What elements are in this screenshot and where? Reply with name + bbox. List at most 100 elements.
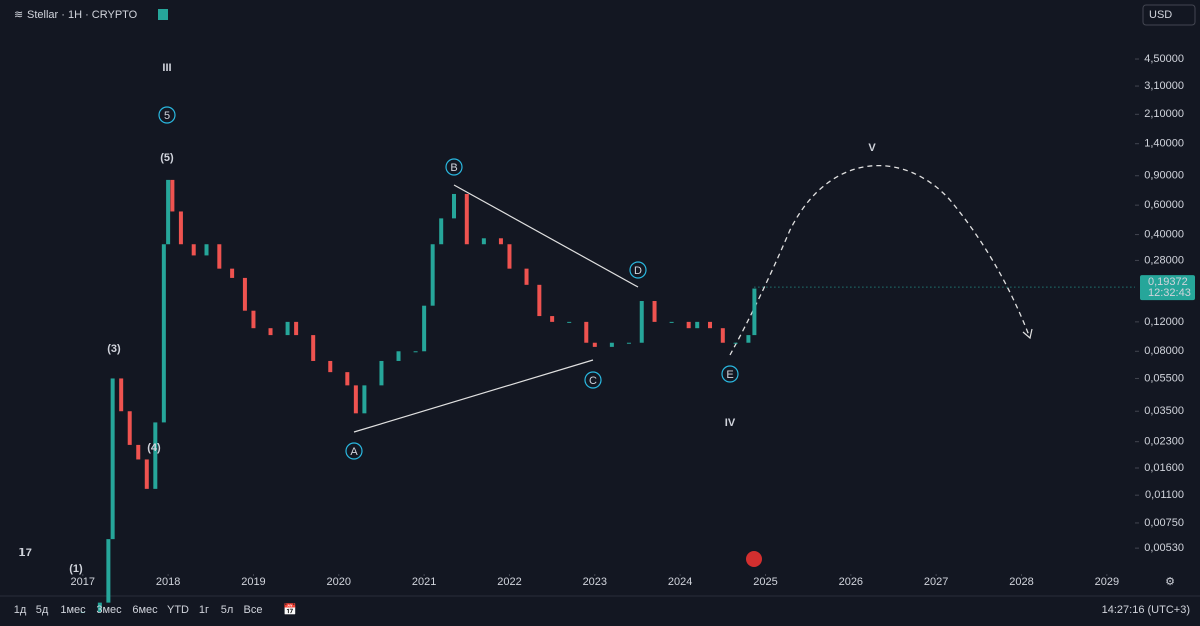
candle bbox=[242, 277, 247, 311]
wave-label: 5 bbox=[164, 110, 170, 122]
range-button[interactable]: 5л bbox=[221, 604, 234, 616]
candle bbox=[396, 351, 401, 361]
candle bbox=[413, 351, 418, 353]
candle bbox=[285, 321, 290, 336]
range-button[interactable]: 6мес bbox=[132, 604, 158, 616]
candle bbox=[669, 321, 674, 323]
candle bbox=[652, 301, 657, 322]
settings-icon[interactable]: ⚙ bbox=[1165, 576, 1175, 588]
y-tick-label: 0,40000 bbox=[1144, 228, 1184, 240]
candle bbox=[106, 539, 111, 603]
candle bbox=[127, 411, 132, 445]
candle bbox=[153, 422, 158, 489]
candle bbox=[452, 193, 456, 219]
wave-circle bbox=[158, 106, 176, 124]
y-tick-label: 0,01100 bbox=[1145, 489, 1184, 501]
y-tick-label: 0,00530 bbox=[1144, 542, 1184, 554]
candle bbox=[204, 244, 209, 256]
range-button[interactable]: Все bbox=[244, 604, 263, 616]
wave-label: B bbox=[450, 162, 457, 174]
countdown: 12:32:43 bbox=[1148, 287, 1191, 299]
range-button[interactable]: 1г bbox=[199, 604, 209, 616]
range-button[interactable]: 5д bbox=[36, 604, 49, 616]
candle bbox=[609, 342, 614, 347]
y-tick-label: 0,08000 bbox=[1144, 345, 1184, 357]
event-icon[interactable] bbox=[746, 551, 762, 567]
y-tick-label: 0,02300 bbox=[1144, 436, 1184, 448]
candle bbox=[708, 321, 713, 329]
candle bbox=[550, 316, 555, 322]
x-tick-label: 2028 bbox=[1009, 576, 1033, 588]
range-button[interactable]: YTD bbox=[167, 604, 189, 616]
y-tick-label: 0,60000 bbox=[1144, 199, 1184, 211]
range-button[interactable]: 3мес bbox=[96, 604, 122, 616]
candle bbox=[752, 288, 757, 336]
x-tick-label: 2019 bbox=[241, 576, 265, 588]
candle bbox=[686, 321, 691, 329]
projection-path bbox=[729, 164, 1031, 356]
candle bbox=[422, 305, 427, 352]
candle bbox=[191, 244, 196, 256]
candle bbox=[537, 284, 542, 317]
candle bbox=[110, 378, 115, 540]
header-title[interactable]: Stellar · 1H · CRYPTO bbox=[27, 9, 138, 21]
candle bbox=[97, 602, 102, 612]
clock: 14:27:16 (UTC+3) bbox=[1102, 604, 1190, 616]
candle bbox=[80, 611, 85, 613]
range-button[interactable]: 1мес bbox=[60, 604, 86, 616]
date-range-icon[interactable]: 📅 bbox=[283, 603, 297, 616]
candle bbox=[507, 244, 512, 269]
wave-circle bbox=[584, 371, 602, 389]
candle bbox=[217, 244, 222, 269]
logo[interactable]: 𝟭7 bbox=[18, 547, 32, 559]
wave-label: A bbox=[350, 446, 358, 458]
candle bbox=[592, 342, 597, 347]
candle bbox=[178, 211, 183, 245]
x-tick-label: 2018 bbox=[156, 576, 180, 588]
x-tick-label: 2021 bbox=[412, 576, 436, 588]
x-tick-label: 2022 bbox=[497, 576, 521, 588]
currency[interactable]: USD bbox=[1149, 9, 1172, 21]
candle bbox=[268, 328, 273, 336]
candle bbox=[464, 193, 469, 245]
candle bbox=[345, 372, 350, 386]
candle bbox=[439, 218, 444, 245]
candle bbox=[170, 179, 175, 212]
candle bbox=[362, 385, 367, 414]
wave-label: (3) bbox=[107, 343, 121, 355]
wave-label: IV bbox=[725, 417, 736, 429]
y-tick-label: 4,50000 bbox=[1144, 53, 1184, 65]
wave-circle bbox=[629, 261, 647, 279]
x-tick-label: 2017 bbox=[71, 576, 95, 588]
wave-circle bbox=[345, 442, 363, 460]
candle bbox=[481, 238, 486, 245]
y-tick-label: 0,00750 bbox=[1144, 517, 1184, 529]
wave-label: V bbox=[868, 142, 876, 154]
candle bbox=[733, 342, 738, 344]
y-tick-label: 0,12000 bbox=[1144, 316, 1184, 328]
candle bbox=[230, 268, 235, 278]
y-tick-label: 0,01600 bbox=[1144, 462, 1184, 474]
wave-label: D bbox=[634, 265, 642, 277]
price-label: 0,19372 bbox=[1148, 276, 1188, 288]
candle bbox=[567, 321, 572, 323]
candle bbox=[353, 385, 358, 414]
x-tick-label: 2025 bbox=[753, 576, 777, 588]
candle bbox=[639, 301, 644, 343]
x-tick-label: 2027 bbox=[924, 576, 948, 588]
candle bbox=[161, 244, 166, 423]
x-tick-label: 2024 bbox=[668, 576, 692, 588]
wave-label: (5) bbox=[160, 152, 174, 164]
currency-box[interactable] bbox=[1142, 4, 1196, 26]
candle bbox=[720, 328, 725, 343]
range-button[interactable]: 1д bbox=[14, 604, 27, 616]
candle bbox=[498, 238, 503, 245]
candle bbox=[311, 335, 316, 361]
candle bbox=[251, 310, 256, 329]
x-tick-label: 2026 bbox=[839, 576, 863, 588]
candle bbox=[328, 360, 333, 373]
y-tick-label: 0,03500 bbox=[1144, 405, 1184, 417]
wave-label: (4) bbox=[147, 442, 161, 454]
